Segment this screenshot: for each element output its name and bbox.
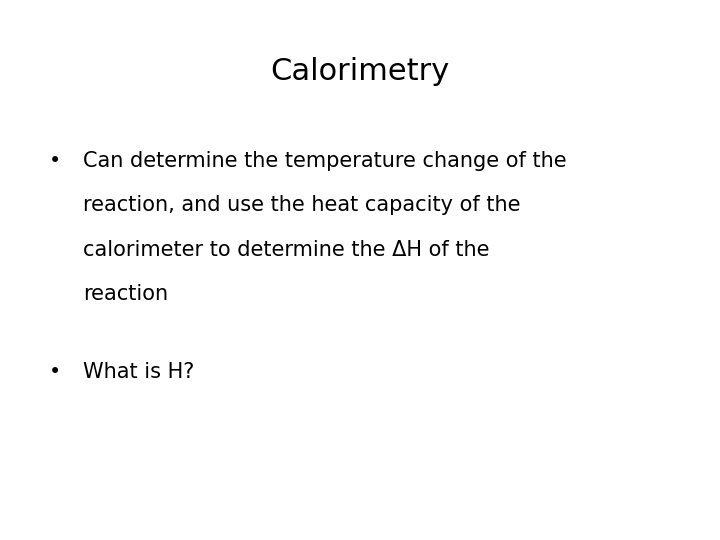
Text: calorimeter to determine the ΔH of the: calorimeter to determine the ΔH of the — [83, 240, 490, 260]
Text: Calorimetry: Calorimetry — [271, 57, 449, 86]
Text: What is H?: What is H? — [83, 362, 194, 382]
Text: •: • — [49, 151, 61, 171]
Text: •: • — [49, 362, 61, 382]
Text: reaction, and use the heat capacity of the: reaction, and use the heat capacity of t… — [83, 195, 521, 215]
Text: Can determine the temperature change of the: Can determine the temperature change of … — [83, 151, 567, 171]
Text: reaction: reaction — [83, 284, 168, 304]
